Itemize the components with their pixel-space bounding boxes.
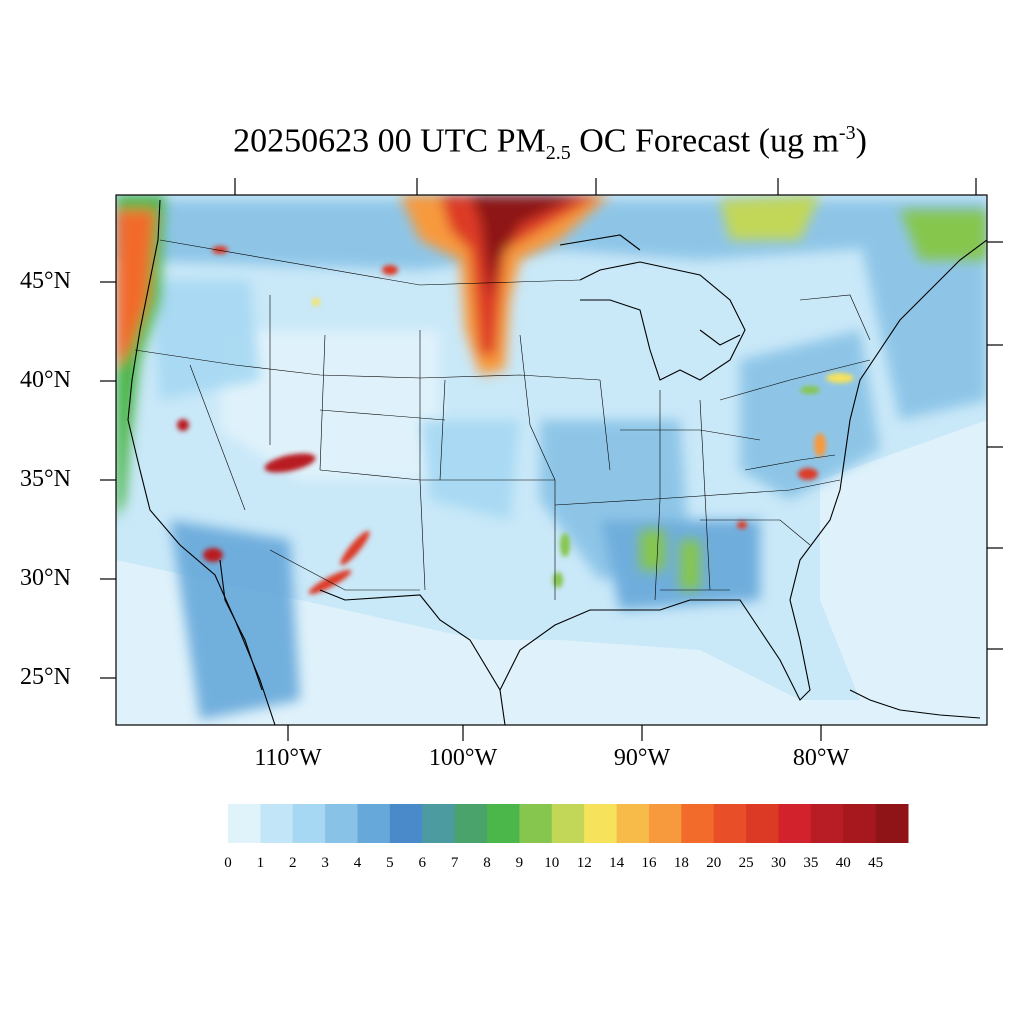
concentration-field: [116, 195, 987, 725]
colorbar-box-5: [389, 804, 423, 843]
colorbar-label-10: 10: [544, 855, 560, 871]
colorbar-label-11: 12: [576, 855, 592, 871]
colorbar-box-11: [584, 804, 618, 843]
colorbar-box-15: [713, 804, 747, 843]
colorbar-label-12: 14: [609, 855, 625, 871]
lon-label-100w: 100°W: [428, 745, 498, 771]
colorbar-label-5: 5: [386, 855, 394, 871]
colorbar-box-7: [454, 804, 488, 843]
colorbar-box-10: [551, 804, 585, 843]
colorbar-label-6: 6: [418, 855, 427, 871]
colorbar-label-2: 2: [289, 855, 297, 871]
colorbar-box-16: [746, 804, 779, 843]
colorbar-box-12: [616, 804, 650, 843]
map-title: 20250623 00 UTC PM2.5 OC Forecast (ug m-…: [233, 122, 867, 165]
colorbar-label-8: 8: [483, 855, 491, 871]
colorbar-box-4: [357, 804, 391, 843]
lat-label-30n: 30°N: [20, 565, 71, 591]
colorbar-label-9: 9: [515, 855, 524, 871]
colorbar-box-14: [681, 804, 715, 843]
coastlines: [127, 199, 987, 725]
colorbar-box-17: [778, 804, 812, 843]
colorbar-box-18: [810, 804, 844, 843]
colorbar-label-17: 30: [770, 855, 786, 871]
colorbar-label-4: 4: [353, 855, 362, 871]
colorbar-label-20: 45: [868, 855, 884, 871]
state-borders: [134, 239, 871, 601]
lat-label-45n: 45°N: [20, 268, 71, 294]
colorbar-label-18: 35: [803, 855, 819, 871]
lat-label-40n: 40°N: [20, 367, 71, 393]
colorbar-label-1: 1: [256, 855, 265, 871]
colorbar-label-16: 25: [738, 855, 754, 871]
colorbar-box-2: [292, 804, 326, 843]
colorbar-box-19: [843, 804, 877, 843]
colorbar-box-13: [648, 804, 682, 843]
colorbar-label-19: 40: [835, 855, 851, 871]
colorbar-box-3: [325, 804, 359, 843]
lon-label-80w: 80°W: [792, 745, 850, 771]
colorbar-label-3: 3: [321, 855, 329, 871]
axis-ticks: [100, 178, 1003, 741]
lon-label-90w: 90°W: [613, 745, 671, 771]
colorbar-box-8: [487, 804, 520, 843]
colorbar-label-15: 20: [706, 855, 722, 871]
colorbar: [228, 804, 909, 843]
colorbar-box-6: [422, 804, 456, 843]
colorbar-box-1: [260, 804, 294, 843]
colorbar-box-20: [875, 804, 909, 843]
map-frame: [115, 194, 988, 726]
colorbar-box-9: [519, 804, 553, 843]
colorbar-label-13: 16: [641, 855, 657, 871]
colorbar-box-0: [228, 804, 261, 843]
lat-label-35n: 35°N: [20, 466, 71, 492]
colorbar-label-7: 7: [450, 855, 459, 871]
colorbar-label-14: 18: [673, 855, 689, 871]
colorbar-label-0: 0: [224, 855, 232, 871]
lat-label-25n: 25°N: [20, 664, 71, 690]
lon-label-110w: 110°W: [254, 745, 322, 771]
